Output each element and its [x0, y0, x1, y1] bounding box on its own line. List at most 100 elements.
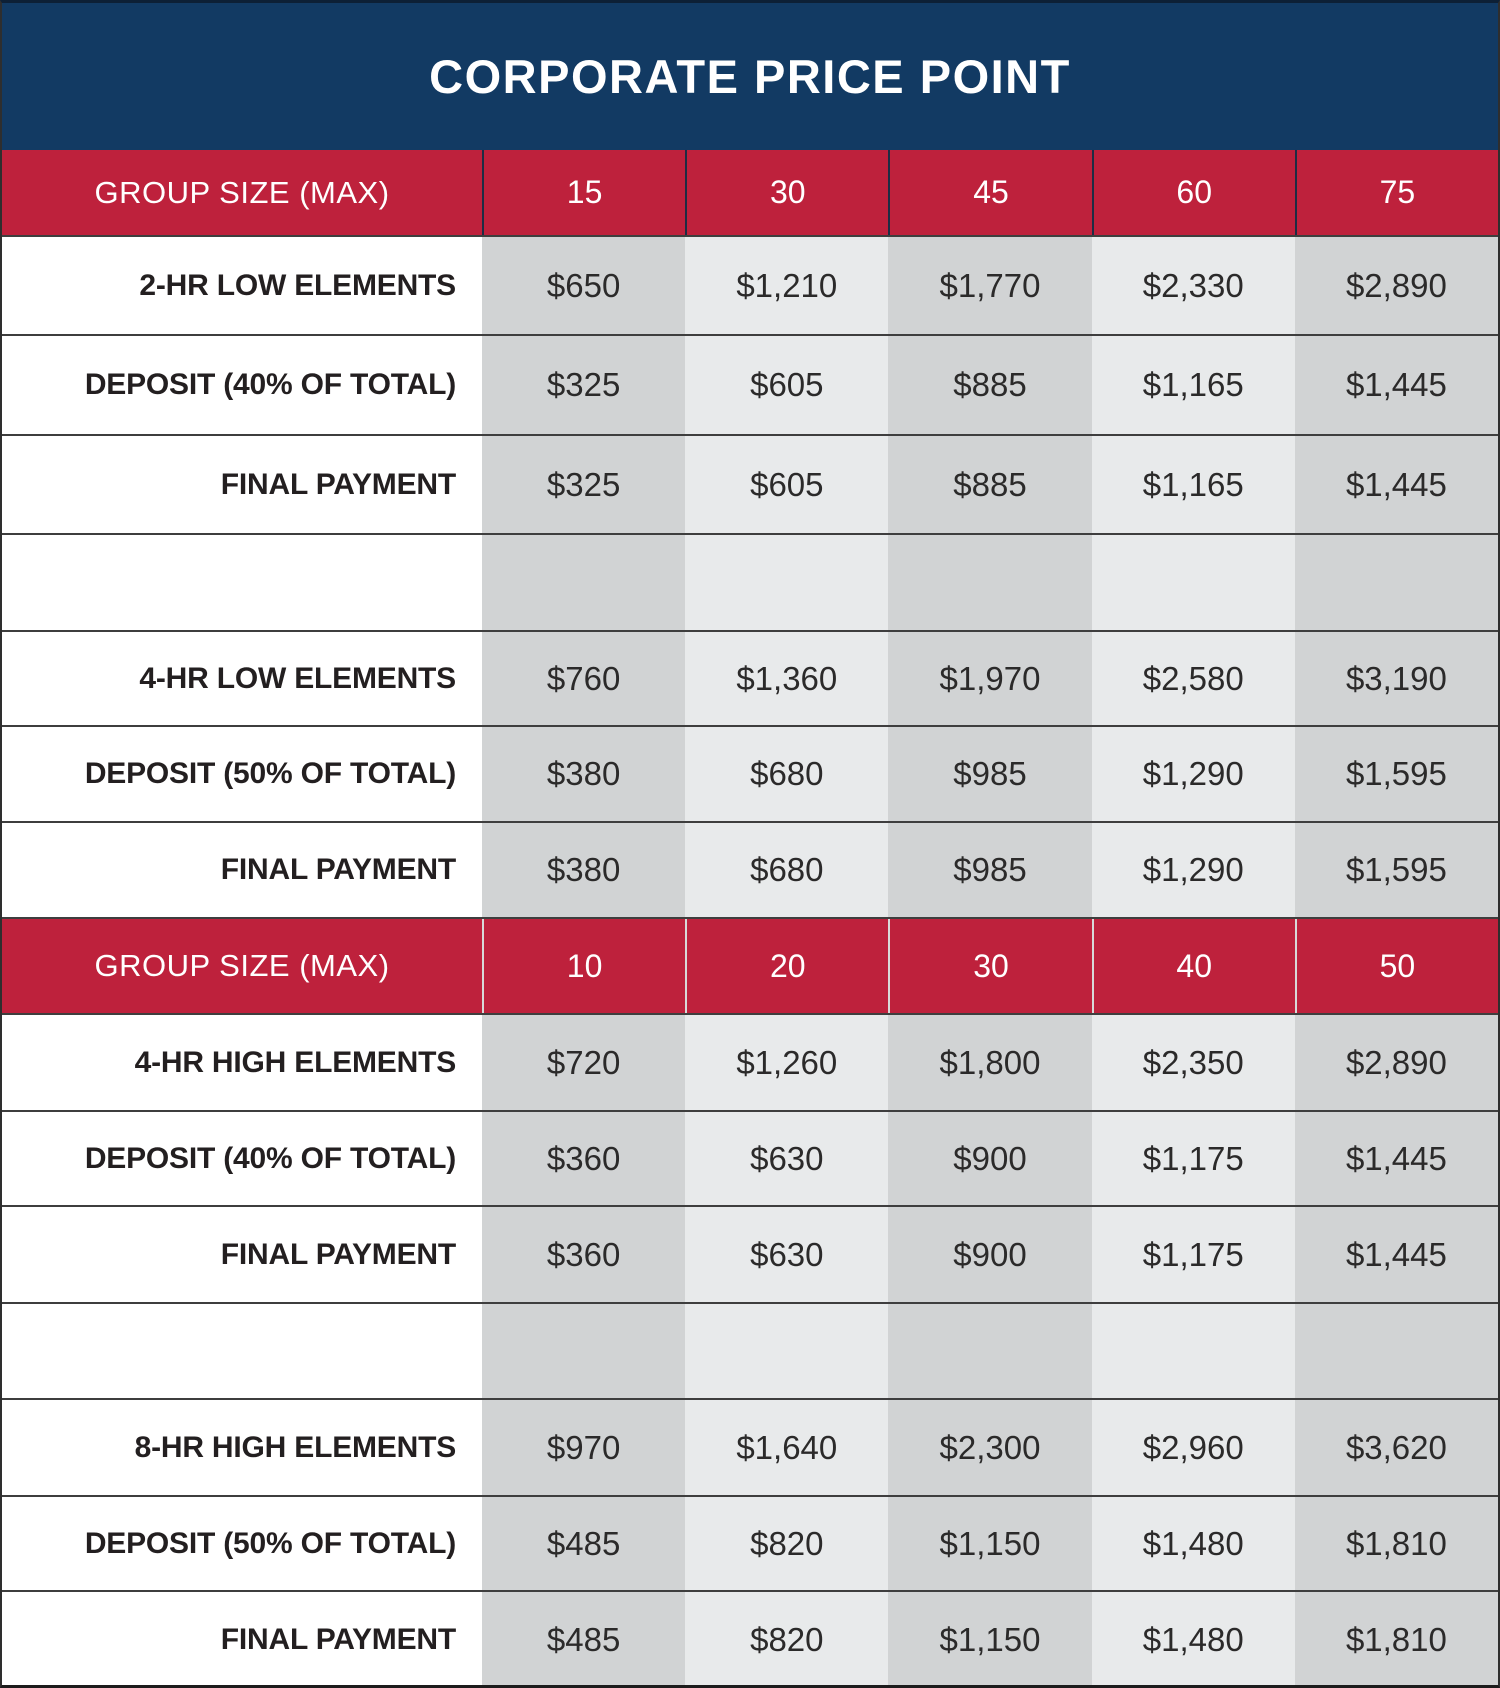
group-size-value-cell: 15 — [482, 150, 685, 235]
row-label: 4-HR HIGH ELEMENTS — [2, 1015, 482, 1110]
price-cell: $3,620 — [1294, 1400, 1498, 1495]
price-cell: $1,150 — [888, 1592, 1092, 1685]
price-cell — [1091, 1304, 1295, 1398]
price-cell: $1,595 — [1294, 727, 1498, 821]
row-label: FINAL PAYMENT — [2, 436, 482, 533]
price-cell: $2,350 — [1091, 1015, 1295, 1110]
price-cell — [1091, 535, 1295, 630]
group-size-header-label: GROUP SIZE (MAX) — [94, 174, 390, 210]
price-cell — [1294, 535, 1498, 630]
price-cell: $970 — [482, 1400, 686, 1495]
spacer-row — [2, 533, 1498, 630]
price-cell: $900 — [888, 1207, 1092, 1302]
price-cell: $1,210 — [685, 237, 889, 334]
price-cell: $360 — [482, 1207, 686, 1302]
title-bar: CORPORATE PRICE POINT — [2, 3, 1498, 150]
price-cell: $2,890 — [1294, 237, 1498, 334]
price-cell: $360 — [482, 1112, 686, 1205]
price-cell: $2,330 — [1091, 237, 1295, 334]
price-cell: $380 — [482, 823, 686, 917]
group-size-value-cell: 50 — [1294, 919, 1498, 1013]
table-row: FINAL PAYMENT $325 $605 $885 $1,165 $1,445 — [2, 434, 1498, 533]
table-row: DEPOSIT (50% OF TOTAL) $380 $680 $985 $1,290… — [2, 725, 1498, 821]
price-cell: $1,445 — [1294, 336, 1498, 434]
price-cell: $2,580 — [1091, 632, 1295, 725]
price-cell — [1294, 1304, 1498, 1398]
row-label: FINAL PAYMENT — [2, 823, 482, 917]
row-label: 4-HR LOW ELEMENTS — [2, 632, 482, 725]
price-cell: $1,595 — [1294, 823, 1498, 917]
price-table: GROUP SIZE (MAX) 15 30 45 60 75 2-HR LOW ELEME… — [2, 150, 1498, 1685]
group-size-value-cell: 30 — [685, 150, 888, 235]
row-label — [2, 1304, 482, 1398]
price-cell: $650 — [482, 237, 686, 334]
row-label — [2, 535, 482, 630]
group-size-value-cell: 30 — [888, 919, 1091, 1013]
price-cell: $720 — [482, 1015, 686, 1110]
price-cell: $1,165 — [1091, 436, 1295, 533]
table-row: FINAL PAYMENT $360 $630 $900 $1,175 $1,445 — [2, 1205, 1498, 1302]
price-cell: $680 — [685, 823, 889, 917]
price-cell: $1,290 — [1091, 727, 1295, 821]
price-cell: $1,260 — [685, 1015, 889, 1110]
price-cell: $820 — [685, 1592, 889, 1685]
price-cell: $1,480 — [1091, 1497, 1295, 1590]
group-size-header-label: GROUP SIZE (MAX) — [94, 948, 390, 983]
price-cell: $1,770 — [888, 237, 1092, 334]
row-label: FINAL PAYMENT — [2, 1207, 482, 1302]
price-cell: $1,175 — [1091, 1207, 1295, 1302]
table-row: DEPOSIT (40% OF TOTAL) $325 $605 $885 $1,165… — [2, 334, 1498, 434]
group-size-value-cell: 75 — [1294, 150, 1498, 235]
table-row: FINAL PAYMENT $485 $820 $1,150 $1,480 $1,810 — [2, 1590, 1498, 1685]
spacer-row — [2, 1302, 1498, 1398]
price-cell: $325 — [482, 436, 686, 533]
price-cell: $325 — [482, 336, 686, 434]
price-cell: $1,970 — [888, 632, 1092, 725]
price-cell: $1,360 — [685, 632, 889, 725]
price-cell: $1,640 — [685, 1400, 889, 1495]
row-label: FINAL PAYMENT — [2, 1592, 482, 1685]
group-size-header-row: GROUP SIZE (MAX) 15 30 45 60 75 — [2, 150, 1498, 235]
price-cell: $2,960 — [1091, 1400, 1295, 1495]
price-cell: $900 — [888, 1112, 1092, 1205]
table-row: 8-HR HIGH ELEMENTS $970 $1,640 $2,300 $2,960… — [2, 1398, 1498, 1495]
page-title: CORPORATE PRICE POINT — [429, 50, 1071, 103]
price-cell — [888, 1304, 1092, 1398]
price-cell: $820 — [685, 1497, 889, 1590]
table-row: 4-HR HIGH ELEMENTS $720 $1,260 $1,800 $2,350… — [2, 1013, 1498, 1110]
price-cell: $1,150 — [888, 1497, 1092, 1590]
price-cell: $630 — [685, 1112, 889, 1205]
price-cell: $1,445 — [1294, 436, 1498, 533]
price-cell: $885 — [888, 336, 1092, 434]
row-label: DEPOSIT (50% OF TOTAL) — [2, 1497, 482, 1590]
row-label: DEPOSIT (40% OF TOTAL) — [2, 1112, 482, 1205]
table-row: FINAL PAYMENT $380 $680 $985 $1,290 $1,595 — [2, 821, 1498, 917]
price-cell: $1,445 — [1294, 1112, 1498, 1205]
price-cell: $2,300 — [888, 1400, 1092, 1495]
group-size-value-cell: 40 — [1091, 919, 1295, 1013]
price-cell: $1,810 — [1294, 1497, 1498, 1590]
price-cell: $605 — [685, 336, 889, 434]
group-size-value-cell: 10 — [482, 919, 685, 1013]
price-cell: $985 — [888, 823, 1092, 917]
price-cell — [888, 535, 1092, 630]
price-cell — [482, 1304, 686, 1398]
price-cell: $985 — [888, 727, 1092, 821]
price-cell: $1,800 — [888, 1015, 1092, 1110]
price-cell: $885 — [888, 436, 1092, 533]
price-cell: $1,290 — [1091, 823, 1295, 917]
row-label: DEPOSIT (50% OF TOTAL) — [2, 727, 482, 821]
price-cell: $680 — [685, 727, 889, 821]
price-cell: $2,890 — [1294, 1015, 1498, 1110]
price-cell: $1,165 — [1091, 336, 1295, 434]
price-cell: $630 — [685, 1207, 889, 1302]
group-size-header-row: GROUP SIZE (MAX) 10 20 30 40 50 — [2, 917, 1498, 1013]
group-size-value-cell: 60 — [1091, 150, 1295, 235]
table-row: 4-HR LOW ELEMENTS $760 $1,360 $1,970 $2,580 $… — [2, 630, 1498, 725]
price-cell: $485 — [482, 1497, 686, 1590]
row-label: 8-HR HIGH ELEMENTS — [2, 1400, 482, 1495]
price-cell: $760 — [482, 632, 686, 725]
price-cell: $1,445 — [1294, 1207, 1498, 1302]
price-cell: $1,810 — [1294, 1592, 1498, 1685]
